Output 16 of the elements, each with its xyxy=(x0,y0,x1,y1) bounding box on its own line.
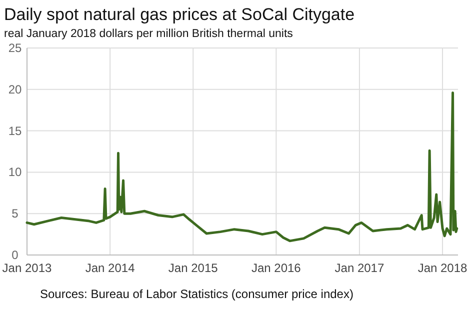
y-tick-label: 0 xyxy=(12,248,19,262)
x-tick-label: Jan 2013 xyxy=(2,261,52,275)
y-tick-label: 20 xyxy=(8,82,22,96)
x-tick-label: Jan 2018 xyxy=(418,261,468,275)
line-series xyxy=(26,91,458,242)
x-tick-label: Jan 2017 xyxy=(334,261,384,275)
y-tick-label: 15 xyxy=(8,124,22,138)
y-tick-label: 10 xyxy=(8,165,22,180)
y-tick-label: 5 xyxy=(12,206,19,221)
x-tick-label: Jan 2015 xyxy=(168,261,218,275)
source-note: Sources: Bureau of Labor Statistics (consumer price index) xyxy=(40,287,354,301)
chart-subtitle: real January 2018 dollars per million British thermal units xyxy=(4,28,294,40)
x-tick-label: Jan 2016 xyxy=(251,261,302,275)
chart-title: Daily spot natural gas prices at SoCal Citygate xyxy=(4,5,355,24)
x-tick-label: Jan 2014 xyxy=(85,261,136,275)
y-tick-label: 25 xyxy=(8,41,22,55)
